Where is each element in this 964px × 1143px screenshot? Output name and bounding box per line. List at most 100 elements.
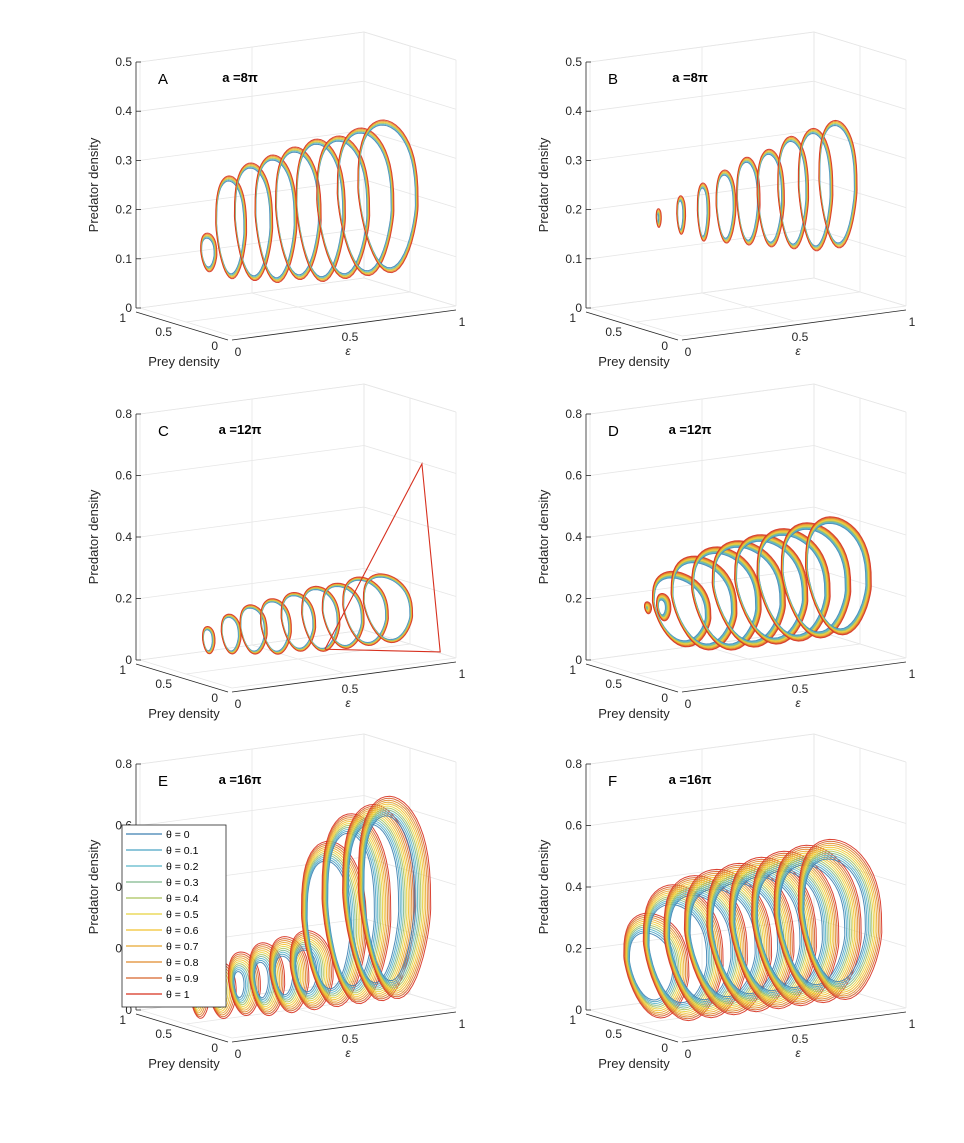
trajectory-loop (667, 888, 737, 1006)
trajectory-loop (628, 932, 674, 1001)
trajectory-loop (799, 844, 878, 995)
trajectory-loop (656, 593, 672, 622)
grid-line (589, 277, 815, 309)
trajectory-loop (260, 598, 292, 655)
epsilon-tick-label: 0 (685, 345, 692, 359)
trajectory-loop (805, 516, 872, 636)
trajectory-loop (227, 951, 261, 1017)
prey-tick-label: 0.5 (605, 1027, 622, 1041)
grid-line (635, 291, 861, 323)
grid-line (363, 733, 457, 763)
chart-title: a =16π (669, 772, 712, 787)
legend-entry: θ = 0 (166, 829, 190, 841)
trajectory-loop (229, 955, 258, 1013)
trajectory-loop (270, 940, 307, 1010)
trajectory-loop (250, 948, 281, 1011)
trajectories (655, 119, 858, 252)
z-axis-label: Predator density (536, 137, 551, 232)
epsilon-axis-label: ε (795, 344, 801, 358)
trajectory-loop (752, 856, 835, 1001)
trajectory-loop (733, 872, 804, 995)
trajectory-loop (756, 868, 825, 991)
trajectory-loop (231, 963, 252, 1006)
trajectory-loop (624, 916, 687, 1015)
trajectory-loop (777, 135, 810, 250)
trajectory-loop (271, 944, 303, 1007)
trajectory-loop (684, 870, 771, 1014)
trajectory-loop (707, 866, 792, 1009)
trajectory-loop (776, 854, 854, 995)
prey-axis-label: Prey density (148, 354, 220, 369)
trajectory-loop (734, 534, 809, 645)
trajectory-loop (249, 944, 284, 1015)
trajectory-loop (774, 846, 861, 1002)
z-tick-label: 0.3 (565, 153, 582, 167)
prey-tick-label: 1 (569, 311, 576, 325)
trajectory-loop (200, 232, 218, 273)
epsilon-tick-label: 1 (909, 1017, 916, 1031)
trajectory-loop (797, 127, 834, 252)
epsilon-axis (231, 1011, 457, 1043)
epsilon-axis (681, 1011, 907, 1043)
trajectory-loop (670, 555, 738, 651)
trajectory-loop (336, 127, 395, 277)
legend-entry: θ = 0.2 (166, 861, 199, 873)
trajectory-loop (732, 870, 806, 997)
trajectory-loop (302, 844, 364, 1004)
trajectory-loop (689, 886, 758, 1000)
trajectory-loop (685, 874, 768, 1010)
trajectory-loop (321, 582, 365, 650)
grid-line (813, 383, 907, 413)
trajectory-loop (774, 848, 859, 1000)
epsilon-axis (681, 309, 907, 341)
trajectory-loop (800, 848, 875, 992)
trajectory-loop (623, 912, 690, 1019)
grid-line (589, 383, 815, 415)
legend-entry: θ = 0.1 (166, 845, 199, 857)
epsilon-tick-label: 0.5 (792, 1032, 809, 1046)
epsilon-axis-label: ε (345, 344, 351, 358)
epsilon-tick-label: 0 (235, 1047, 242, 1061)
trajectory-loop (779, 864, 846, 986)
trajectory-loop (239, 604, 268, 655)
legend-entry: θ = 0.6 (166, 925, 199, 937)
epsilon-tick-label: 0.5 (342, 1032, 359, 1046)
prey-axis-label: Prey density (598, 706, 670, 721)
grid-line (681, 657, 907, 689)
epsilon-tick-label: 1 (909, 667, 916, 681)
z-tick-label: 0.2 (115, 203, 132, 217)
trajectory-loop (801, 852, 871, 988)
legend-entry: θ = 0.9 (166, 973, 199, 985)
trajectory-loop (802, 856, 868, 984)
epsilon-tick-label: 0.5 (792, 330, 809, 344)
trajectory-loop (291, 937, 328, 1004)
grid-line (185, 291, 411, 323)
legend-entry: θ = 1 (166, 989, 190, 1001)
prey-axis (585, 311, 679, 341)
trajectory-loop (751, 850, 840, 1007)
trajectory-loop (706, 862, 795, 1013)
trajectory-loop (710, 878, 782, 998)
grid-lines (589, 31, 907, 337)
z-tick-label: 0.8 (115, 407, 132, 421)
trajectory-loop (646, 897, 713, 1009)
z-tick-label: 0.2 (565, 203, 582, 217)
grid-line (139, 629, 365, 661)
grid-line (139, 277, 365, 309)
z-tick-label: 0.8 (115, 757, 132, 771)
prey-tick-label: 0 (661, 339, 668, 353)
trajectory-loop (294, 945, 321, 996)
trajectory-loop (626, 922, 682, 1010)
trajectory-loop (357, 119, 419, 274)
trajectory-loop (711, 540, 786, 648)
z-tick-label: 0.4 (115, 530, 132, 544)
panel-label: E (158, 773, 168, 790)
z-axis-label: Predator density (536, 489, 551, 584)
trajectories (644, 516, 872, 651)
trajectory-loop (357, 795, 432, 1000)
prey-tick-label: 0.5 (605, 325, 622, 339)
